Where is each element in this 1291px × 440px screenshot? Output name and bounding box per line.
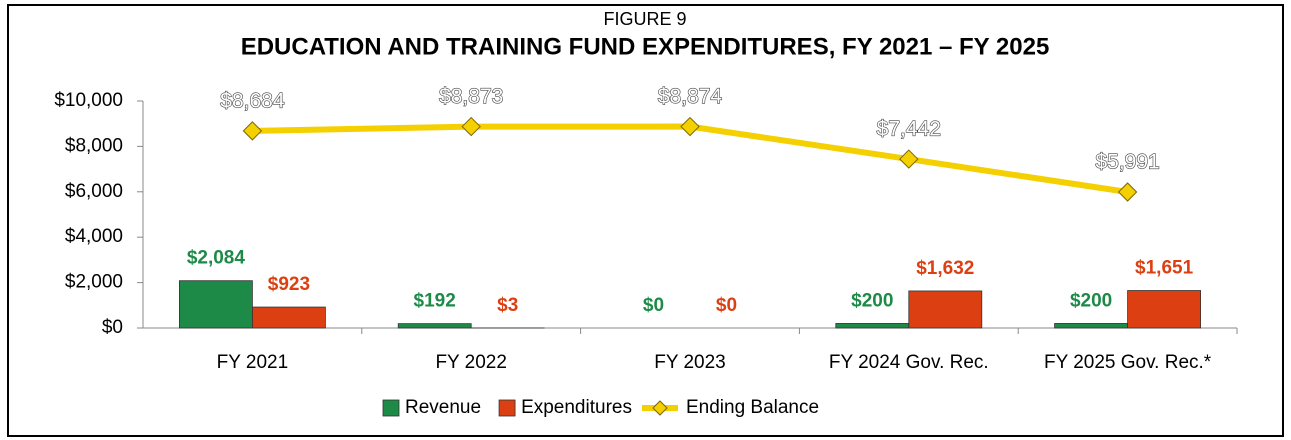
marker (242, 121, 263, 141)
bar (908, 290, 983, 329)
bar (251, 306, 326, 329)
y-tick-label: $4,000 (65, 226, 123, 247)
data-label: $1,632 (916, 258, 974, 279)
data-label: $192 (414, 291, 456, 312)
y-tick-label: $2,000 (65, 272, 123, 293)
data-label: $8,873 (439, 85, 503, 108)
data-label: $8,684 (220, 89, 285, 112)
legend-marker (652, 400, 668, 416)
data-label: $5,991 (1095, 151, 1159, 174)
chart-frame (7, 4, 1284, 437)
y-tick-label: $10,000 (54, 90, 123, 111)
data-label: $0 (716, 295, 737, 316)
marker (1117, 182, 1138, 202)
y-tick-label: $0 (102, 317, 123, 338)
bar (397, 323, 472, 329)
x-tick-label: FY 2025 Gov. Rec.* (1044, 352, 1212, 373)
x-tick-label: FY 2021 (217, 352, 288, 373)
legend-label: Revenue (405, 397, 481, 418)
bar (178, 280, 253, 329)
marker (899, 149, 919, 169)
bar (1054, 323, 1128, 329)
chart-title: EDUCATION AND TRAINING FUND EXPENDITURES… (241, 33, 1050, 60)
data-label: $3 (497, 295, 518, 316)
x-tick-label: FY 2022 (435, 352, 506, 373)
x-tick-label: FY 2024 Gov. Rec. (829, 352, 989, 373)
marker (680, 116, 700, 137)
legend-swatch (382, 399, 400, 417)
marker (461, 116, 481, 137)
data-label: $2,084 (187, 248, 246, 269)
data-label: $8,874 (658, 85, 723, 108)
data-label: $1,651 (1135, 258, 1194, 279)
data-label: $923 (268, 274, 310, 295)
legend-swatch (498, 399, 516, 417)
y-tick-label: $8,000 (65, 135, 123, 156)
legend-label: Ending Balance (686, 397, 819, 418)
y-tick-label: $6,000 (65, 181, 123, 202)
data-label: $7,442 (877, 118, 941, 141)
data-label: $200 (851, 290, 893, 311)
chart-subtitle: FIGURE 9 (603, 9, 686, 29)
x-tick-label: FY 2023 (654, 352, 725, 373)
bar (1127, 290, 1201, 329)
bar (835, 323, 910, 329)
data-label: $0 (643, 295, 664, 316)
data-label: $200 (1070, 290, 1112, 311)
legend-label: Expenditures (521, 397, 632, 418)
